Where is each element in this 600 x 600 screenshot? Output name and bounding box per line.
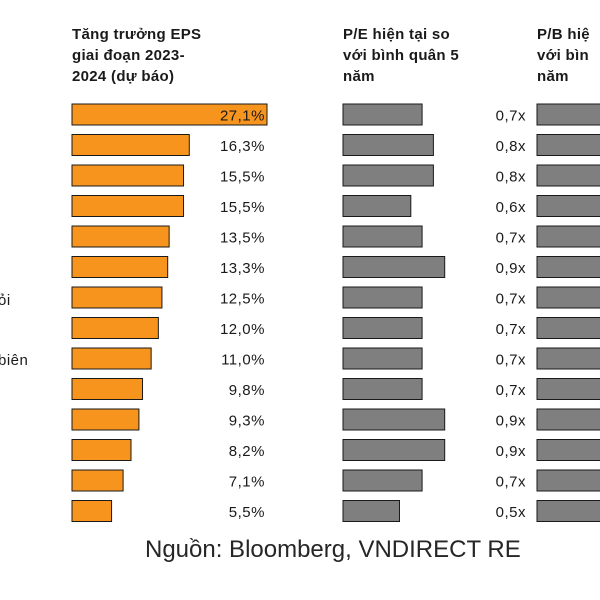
eps-value-label: 12,5% [220, 291, 265, 308]
pe-value-label: 0,7x [496, 474, 526, 491]
eps-bar [71, 317, 159, 339]
pe-value-label: 0,7x [496, 352, 526, 369]
eps-value-label: 9,3% [229, 413, 265, 430]
pe-value-label: 0,9x [496, 443, 526, 460]
pb-bar-cropped [536, 134, 600, 156]
pe-header: P/E hiện tại so với bình quân 5 năm [343, 24, 459, 87]
pe-bar [342, 256, 446, 278]
pe-bar [342, 195, 412, 217]
pe-bar [342, 134, 434, 156]
pe-value-label: 0,9x [496, 260, 526, 277]
pe-header-line-1: P/E hiện tại so [343, 26, 451, 43]
pe-value-label: 0,8x [496, 169, 526, 186]
pe-bar [342, 103, 423, 126]
pe-bar [342, 408, 446, 431]
pe-value-label: 0,7x [496, 321, 526, 338]
eps-value-label: 15,5% [220, 199, 265, 216]
eps-value-label: 13,5% [220, 230, 265, 247]
pe-value-label: 0,5x [496, 504, 526, 521]
eps-bar [71, 347, 152, 370]
pe-value-label: 0,9x [496, 413, 526, 430]
pb-bar-cropped [536, 469, 600, 492]
pb-header-line-2: với bìn [537, 47, 589, 64]
eps-bar [71, 103, 268, 126]
eps-value-label: 12,0% [220, 321, 265, 338]
eps-bar [71, 378, 144, 400]
pb-bar-cropped [536, 439, 600, 461]
eps-value-label: 7,1% [229, 474, 265, 491]
eps-bar [71, 256, 169, 278]
pb-bar-cropped [536, 225, 600, 248]
eps-bar [71, 195, 185, 217]
pe-bar [342, 469, 423, 492]
pb-header-line-1: P/B hiệ [537, 26, 590, 43]
pb-bar-cropped [536, 103, 600, 126]
eps-value-label: 5,5% [229, 504, 265, 521]
eps-bar [71, 134, 190, 156]
pe-bar [342, 439, 446, 461]
pe-header-line-3: năm [343, 68, 375, 85]
pe-value-label: 0,7x [496, 291, 526, 308]
eps-bar [71, 439, 132, 461]
pb-bar-cropped [536, 256, 600, 278]
eps-value-label: 27,1% [220, 108, 265, 125]
pe-bar [342, 500, 400, 522]
pb-header: P/B hiệ với bìn năm [537, 24, 590, 87]
eps-bar [71, 469, 124, 492]
pb-bar-cropped [536, 195, 600, 217]
eps-value-label: 13,3% [220, 260, 265, 277]
pb-bar-cropped [536, 286, 600, 309]
pe-value-label: 0,7x [496, 230, 526, 247]
pb-bar-cropped [536, 347, 600, 370]
eps-bar [71, 164, 185, 187]
eps-bar [71, 408, 140, 431]
pe-bar [342, 225, 423, 248]
eps-value-label: 11,0% [221, 352, 265, 369]
pe-value-label: 0,7x [496, 382, 526, 399]
pb-bar-cropped [536, 317, 600, 339]
eps-value-label: 16,3% [220, 138, 265, 155]
eps-value-label: 9,8% [229, 382, 265, 399]
pb-bar-cropped [536, 408, 600, 431]
pe-value-label: 0,6x [496, 199, 526, 216]
pb-bar-cropped [536, 500, 600, 522]
eps-value-label: 8,2% [229, 443, 265, 460]
eps-bar [71, 500, 113, 522]
pe-value-label: 0,7x [496, 108, 526, 125]
cropped-category-label: biên [0, 352, 28, 369]
pe-value-label: 0,8x [496, 138, 526, 155]
cropped-category-label: ỏi [0, 292, 11, 309]
pe-bar [342, 164, 434, 187]
eps-header-line-2: giai đoạn 2023- [72, 47, 185, 64]
eps-value-label: 15,5% [220, 169, 265, 186]
pb-header-line-3: năm [537, 68, 569, 85]
pe-bar [342, 347, 423, 370]
source-note: Nguồn: Bloomberg, VNDIRECT RE [145, 536, 521, 563]
pe-bar [342, 286, 423, 309]
eps-header-line-1: Tăng trưởng EPS [72, 26, 202, 43]
eps-bar [71, 286, 163, 309]
eps-header-line-3: 2024 (dự báo) [72, 68, 175, 85]
pb-bar-cropped [536, 164, 600, 187]
pe-bar [342, 378, 423, 400]
eps-bar [71, 225, 170, 248]
eps-header: Tăng trưởng EPS giai đoạn 2023- 2024 (dự… [72, 24, 201, 87]
pe-header-line-2: với bình quân 5 [343, 47, 460, 64]
pe-bar [342, 317, 423, 339]
pb-bar-cropped [536, 378, 600, 400]
